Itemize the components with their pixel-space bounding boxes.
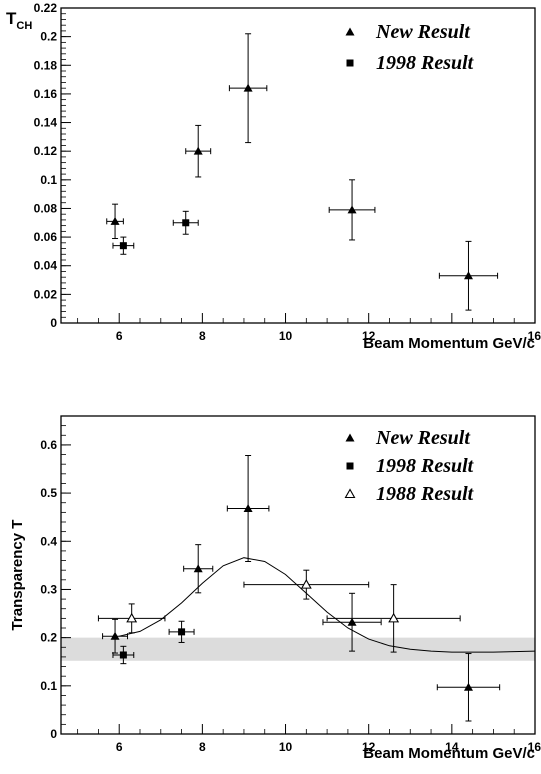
top-chart-y-tick-label: 0.22: [34, 1, 58, 15]
top-chart-y-tick-label: 0.18: [34, 58, 58, 72]
bottom-chart-marker-new-result: [243, 504, 253, 513]
bottom-chart-x-tick-label: 10: [279, 740, 293, 754]
bottom-chart-point-new-result: [102, 618, 129, 654]
bottom-chart-marker-1998-result: [119, 651, 127, 659]
top-chart-y-tick-label: 0.08: [34, 201, 58, 215]
bottom-chart-point-1988-result: [326, 584, 461, 653]
top-chart-marker-new-result: [110, 216, 120, 225]
top-chart-frame: [60, 7, 536, 324]
top-chart-x-axis-title: Beam Momentum GeV/c: [363, 335, 535, 352]
bottom-chart-legend-label-1988-result: 1988 Result: [376, 483, 475, 505]
bottom-chart-point-1988-result: [97, 603, 166, 634]
top-chart-marker-new-result: [193, 146, 203, 155]
bottom-chart-data-marks: [97, 455, 536, 722]
bottom-chart-legend-label-1998-result: 1998 Result: [376, 455, 475, 477]
bottom-chart-marker-new-result: [193, 564, 203, 573]
top-chart-y-tick-label: 0.12: [34, 144, 58, 158]
top-chart-legend-marker-1998-result: [346, 59, 354, 67]
top-chart-y-axis-title: TCH: [6, 9, 32, 32]
bottom-chart-marker-1988-result: [300, 579, 312, 589]
top-chart-x-tick-label: 6: [116, 329, 123, 343]
bottom-chart-y-tick-label: 0.1: [40, 679, 57, 693]
top-chart-y-tick-label: 0.1: [40, 173, 57, 187]
bottom-chart-marker-1998-result: [178, 628, 186, 636]
top-chart-x-tick-label: 10: [279, 329, 293, 343]
bottom-chart-y-tick-label: 0.5: [40, 486, 57, 500]
bottom-chart-y-tick-label: 0: [50, 727, 57, 741]
top-chart-y-tick-label: 0: [50, 316, 57, 330]
top-chart-legend: New Result 1998 Result: [345, 21, 475, 74]
bottom-chart-x-tick-label: 8: [199, 740, 206, 754]
top-chart-marker-1998-result: [182, 219, 190, 227]
top-chart-point-new-result: [106, 203, 124, 240]
bottom-chart-marker-new-result: [110, 631, 120, 640]
top-chart-x-tick-label: 8: [199, 329, 206, 343]
bottom-chart-shaded-band: [61, 637, 535, 661]
bottom-chart-legend-label-new-result: New Result: [375, 427, 471, 449]
bottom-chart-x-tick-label: 14: [445, 740, 459, 754]
bottom-chart-x-tick-label: 12: [362, 740, 376, 754]
top-chart-legend-label-new-result: New Result: [375, 21, 471, 43]
bottom-chart-x-axis-title: Beam Momentum GeV/c: [363, 745, 535, 762]
bottom-chart-point-new-result: [183, 544, 214, 594]
bottom-chart-legend-marker-1988-result: [344, 488, 356, 499]
bottom-chart-legend-marker-1998-result: [346, 462, 354, 470]
top-chart-point-new-result: [438, 240, 499, 311]
top-chart-y-tick-label: 0.2: [40, 30, 57, 44]
top-chart-y-tick-label: 0.04: [34, 259, 58, 273]
top-chart: 0 0.02 0.04 0.06 0.08 0.1 0.12 0.14 0.16 0.18 0.2 0…: [6, 1, 541, 352]
bottom-chart-frame: [60, 415, 536, 735]
top-chart-y-tick-label: 0.14: [34, 116, 58, 130]
bottom-chart-y-tick-label: 0.6: [40, 438, 57, 452]
top-chart-axes: 0 0.02 0.04 0.06 0.08 0.1 0.12 0.14 0.16 0.18 0.2 0…: [34, 1, 541, 343]
bottom-chart-point-1998-result: [168, 620, 195, 643]
bottom-chart-y-tick-label: 0.2: [40, 631, 57, 645]
top-chart-point-new-result: [328, 179, 376, 241]
top-chart-legend-marker-new-result: [345, 27, 355, 36]
top-chart-marker-new-result: [347, 205, 357, 214]
top-chart-y-tick-label: 0.02: [34, 287, 58, 301]
bottom-chart-marker-1988-result: [126, 612, 138, 623]
top-chart-marker-new-result: [463, 271, 473, 280]
bottom-chart-marker-1988-result: [388, 612, 400, 623]
bottom-chart-legend: New Result 1998 Result 1988 Result: [344, 427, 475, 505]
bottom-chart-point-1988-result: [243, 569, 370, 600]
bottom-chart-x-tick-label: 6: [116, 740, 123, 754]
top-chart-y-tick-label: 0.06: [34, 230, 58, 244]
bottom-chart-legend-marker-new-result: [345, 433, 355, 442]
bottom-chart-point-new-result: [322, 592, 382, 652]
bottom-chart-y-tick-label: 0.4: [40, 534, 57, 548]
top-chart-point-new-result: [185, 124, 212, 178]
bottom-chart-point-new-result: [226, 455, 270, 563]
bottom-chart-marker-new-result: [463, 682, 473, 691]
bottom-chart: 0 0.1 0.2 0.3 0.4 0.5 0.6 6 8 10 12 14 16 Transparen…: [9, 415, 541, 762]
bottom-chart-axes: 0 0.1 0.2 0.3 0.4 0.5 0.6 6 8 10 12 14 16: [40, 415, 541, 754]
top-chart-marker-new-result: [243, 83, 253, 92]
bottom-chart-x-tick-label: 16: [528, 740, 541, 754]
bottom-chart-point-new-result: [436, 653, 501, 722]
top-chart-point-1998-result: [112, 236, 135, 255]
bottom-chart-y-tick-label: 0.3: [40, 582, 57, 596]
bottom-chart-fit-curve: [119, 557, 536, 653]
bottom-chart-point-1998-result: [112, 645, 135, 665]
top-chart-point-new-result: [228, 33, 268, 144]
bottom-chart-plot-layer: [61, 637, 535, 661]
top-chart-y-tick-label: 0.16: [34, 87, 58, 101]
top-chart-x-tick-label: 12: [362, 329, 376, 343]
bottom-chart-y-axis-title: Transparency T: [9, 520, 26, 631]
top-chart-marker-1998-result: [119, 242, 127, 250]
top-chart-data-marks: [106, 33, 499, 311]
top-chart-point-1998-result: [172, 210, 199, 235]
top-chart-x-tick-label: 16: [528, 329, 541, 343]
bottom-chart-marker-new-result: [347, 617, 357, 626]
top-chart-legend-label-1998-result: 1998 Result: [376, 52, 475, 74]
